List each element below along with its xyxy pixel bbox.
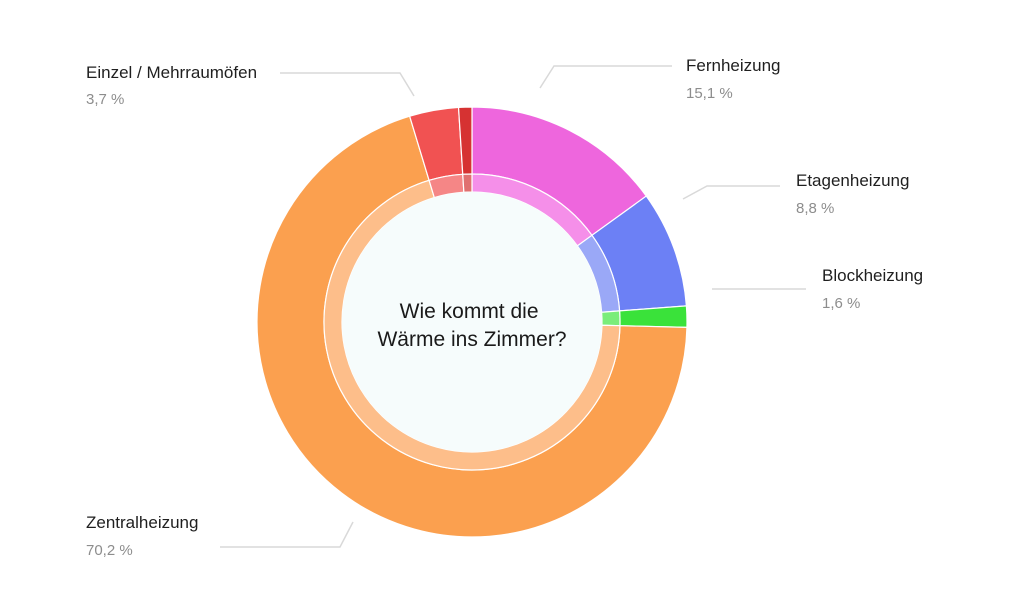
value-einzel-mehrraumoefen: 3,7 %	[86, 91, 124, 108]
label-blockheizung: Blockheizung	[822, 266, 923, 285]
slice-inner-zentralheizung	[323, 179, 621, 471]
leader-line-einzel-mehrraumoefen	[280, 72, 415, 97]
chart-title: Wie kommt die Wärme ins Zimmer?	[377, 300, 566, 351]
label-fernheizung: Fernheizung	[686, 56, 781, 75]
value-blockheizung: 1,6 %	[822, 295, 860, 312]
leader-lines	[220, 65, 806, 548]
slice-inner-unlabelled	[462, 173, 473, 193]
leader-line-zentralheizung	[220, 521, 354, 548]
leader-line-fernheizung	[539, 65, 672, 89]
slice-inner-blockheizung	[600, 310, 621, 327]
label-einzel-mehrraumoefen: Einzel / Mehrraumöfen	[86, 63, 257, 82]
value-etagenheizung: 8,8 %	[796, 200, 834, 217]
chart-title-line-1: Wie kommt die	[400, 300, 539, 323]
label-etagenheizung: Etagenheizung	[796, 171, 909, 190]
value-zentralheizung: 70,2 %	[86, 542, 133, 559]
center-disc	[342, 192, 602, 452]
slice-labels: Fernheizung 15,1 % Etagenheizung 8,8 % Block…	[86, 56, 923, 559]
chart-title-line-2: Wärme ins Zimmer?	[377, 328, 566, 351]
outer-ring	[256, 106, 688, 538]
leader-line-etagenheizung	[682, 185, 780, 200]
label-zentralheizung: Zentralheizung	[86, 513, 198, 532]
value-fernheizung: 15,1 %	[686, 85, 733, 102]
